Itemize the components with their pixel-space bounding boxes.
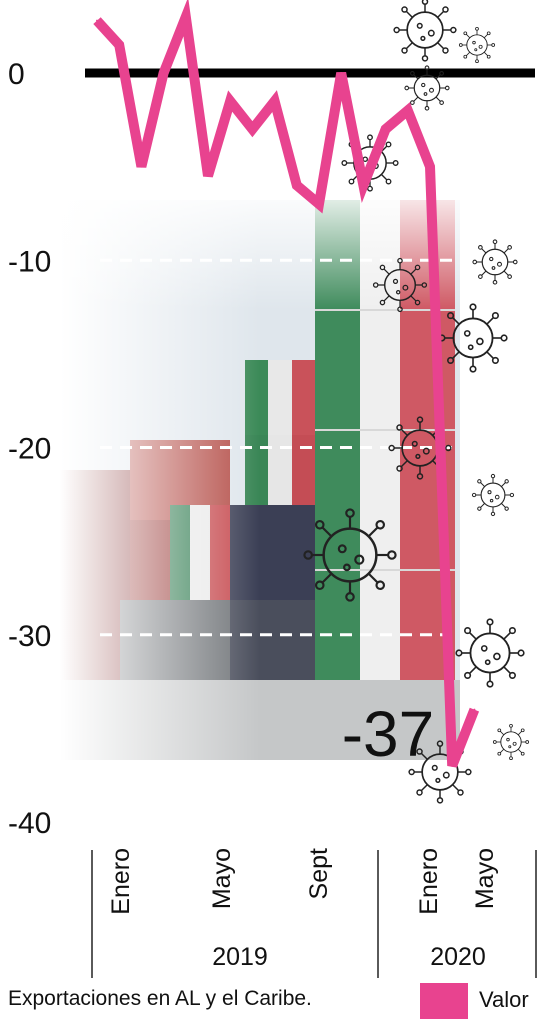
data-point — [451, 764, 454, 767]
x-tick-label: Sept — [305, 848, 333, 899]
data-point — [318, 203, 320, 206]
x-tick-label: Enero — [415, 848, 443, 915]
virus-icon — [455, 618, 525, 688]
data-point — [184, 15, 187, 18]
virus-icon — [471, 473, 515, 517]
year-label: 2019 — [212, 943, 268, 971]
data-point — [96, 19, 98, 22]
y-tick-label: -20 — [8, 433, 51, 466]
annotation-label: -37 — [342, 698, 435, 770]
y-tick-label: 0 — [8, 58, 25, 91]
chart-caption: Exportaciones en AL y el Caribe. — [8, 987, 312, 1010]
data-point — [162, 72, 165, 74]
data-point — [207, 174, 209, 177]
legend: Valor — [420, 983, 529, 1019]
data-point — [473, 708, 476, 711]
x-tick-label: Mayo — [208, 848, 236, 909]
virus-icon — [472, 239, 518, 285]
data-point — [118, 43, 121, 46]
data-point — [273, 100, 276, 103]
series-valor — [93, 0, 480, 768]
y-tick-label: -10 — [8, 245, 51, 278]
virus-icon — [458, 26, 496, 64]
data-point — [140, 165, 143, 168]
x-axis: Enero Mayo Sept Enero Mayo 2019 2020 — [91, 848, 537, 978]
data-point — [295, 184, 298, 187]
x-tick-label: Enero — [107, 848, 135, 915]
data-point — [406, 109, 409, 112]
virus-icon — [492, 723, 530, 761]
data-point — [251, 128, 254, 131]
annotations: -37 — [342, 698, 435, 770]
gridlines — [100, 258, 470, 637]
legend-swatch-valor — [420, 983, 468, 1019]
year-label: 2020 — [430, 943, 486, 971]
y-axis-ticks: 0 -10 -20 -30 -40 — [8, 58, 51, 840]
x-tick-label: Mayo — [471, 848, 499, 909]
series-line-valor — [93, 0, 480, 768]
y-tick-label: -40 — [8, 807, 51, 840]
data-point — [384, 128, 387, 131]
background-photo — [60, 180, 460, 770]
virus-icon — [393, 0, 457, 62]
data-point — [229, 100, 232, 103]
y-tick-label: -30 — [8, 620, 51, 653]
data-point — [362, 184, 365, 187]
data-point — [340, 72, 343, 74]
legend-label-valor: Valor — [479, 987, 529, 1012]
data-point — [429, 165, 431, 168]
